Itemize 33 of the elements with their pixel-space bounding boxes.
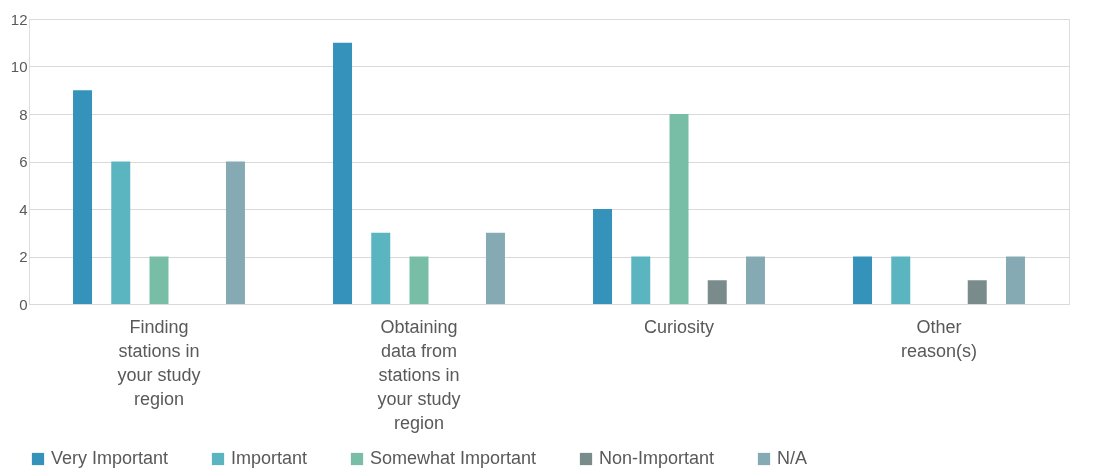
bar — [967, 280, 987, 304]
y-tick-label: 12 — [10, 10, 28, 28]
bar — [111, 161, 131, 304]
bar — [73, 90, 93, 304]
bar — [891, 256, 911, 304]
bar — [485, 232, 505, 304]
x-tick-label: Finding stations in your study region — [117, 316, 201, 409]
y-tick-label: 6 — [19, 153, 28, 170]
bar — [631, 256, 651, 304]
bar — [371, 232, 391, 304]
x-tick-label: Obtaining data from stations in your study region — [377, 316, 461, 433]
y-tick-label: 8 — [19, 105, 28, 123]
x-tick-label: Other reason(s) — [900, 316, 978, 361]
y-tick-label: 0 — [19, 295, 28, 313]
bar — [853, 256, 873, 304]
legend-label: Somewhat Important — [370, 448, 537, 468]
legend-label: Very Important — [51, 448, 169, 468]
y-tick-label: 2 — [19, 248, 28, 265]
bar — [669, 114, 689, 304]
legend-label: Non-Important — [599, 448, 715, 468]
legend-label: N/A — [777, 448, 808, 468]
bar — [149, 256, 169, 304]
legend-label: Important — [231, 448, 308, 468]
bar — [409, 256, 429, 304]
bar — [745, 256, 765, 304]
bar — [333, 42, 353, 304]
bar — [593, 209, 613, 304]
y-tick-label: 4 — [19, 200, 28, 218]
bar — [707, 280, 727, 304]
x-tick-label: Curiosity — [643, 316, 715, 337]
y-tick-label: 10 — [10, 58, 28, 75]
bar — [1005, 256, 1025, 304]
bar — [225, 161, 245, 304]
